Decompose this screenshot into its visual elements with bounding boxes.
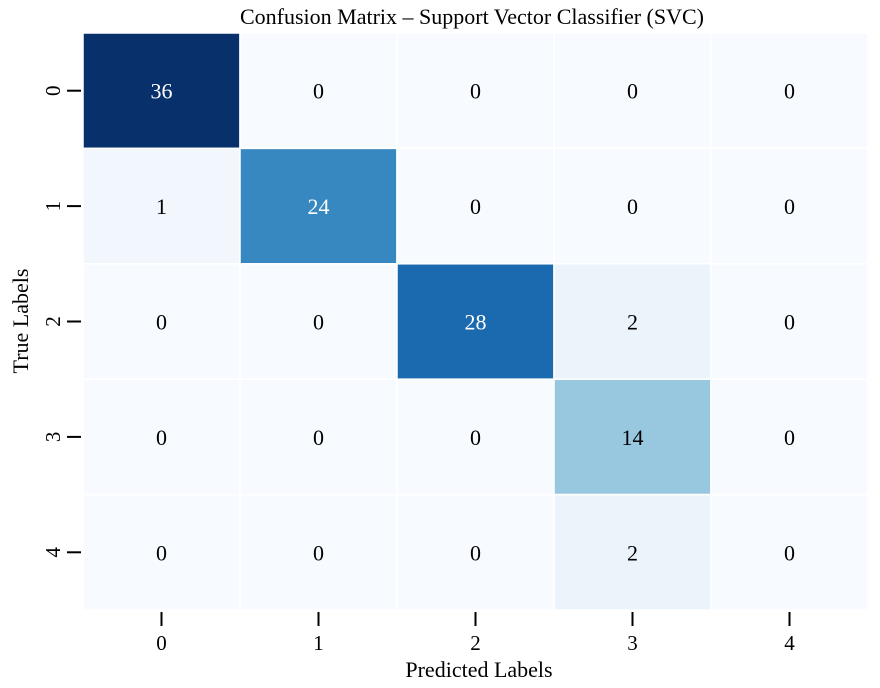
heatmap-cell-r2-c3 [553, 263, 712, 380]
y-tick-label-1: 1 [41, 201, 65, 212]
heatmap-cells [82, 32, 869, 611]
heatmap-cell-r4-c0 [82, 493, 241, 611]
x-tick-label-0: 0 [156, 631, 167, 655]
cell-annotation-r2-c3: 2 [627, 310, 638, 335]
heatmap-cell-r2-c1 [239, 263, 398, 380]
cell-annotation-r1-c4: 0 [784, 194, 795, 219]
heatmap-cell-r0-c4 [710, 32, 869, 150]
heatmap-cell-r1-c0 [82, 147, 241, 265]
heatmap-cell-r0-c3 [553, 32, 712, 150]
cell-annotation-r4-c1: 0 [313, 540, 324, 565]
cell-annotations: 36 0 0 0 0 1 24 0 0 0 0 0 28 2 0 0 0 0 14 0 0 0 0 2 0 [151, 79, 796, 566]
x-tick-label-3: 3 [627, 631, 638, 655]
cell-annotation-r2-c0: 0 [156, 310, 167, 335]
heatmap-cell-r4-c1 [239, 493, 398, 611]
cell-annotation-r3-c1: 0 [313, 425, 324, 450]
heatmap-cell-r4-c4 [710, 493, 869, 611]
cell-annotation-r2-c1: 0 [313, 310, 324, 335]
cell-annotation-r2-c4: 0 [784, 310, 795, 335]
y-tick-label-3: 3 [41, 432, 65, 443]
cell-annotation-r3-c2: 0 [470, 425, 481, 450]
heatmap-cell-r0-c1 [239, 32, 398, 150]
x-axis-label: Predicted Labels [405, 657, 552, 682]
heatmap-cell-r3-c0 [82, 378, 241, 496]
cell-annotation-r1-c3: 0 [627, 194, 638, 219]
y-axis-label: True Labels [8, 269, 33, 374]
cell-annotation-r0-c2: 0 [470, 79, 481, 104]
heatmap-cell-r3-c2 [396, 378, 555, 496]
cell-annotation-r1-c2: 0 [470, 194, 481, 219]
heatmap-cell-r3-c1 [239, 378, 398, 496]
cell-annotation-r4-c3: 2 [627, 540, 638, 565]
x-axis: 0 1 2 3 4 [156, 612, 795, 655]
cell-annotation-r0-c3: 0 [627, 79, 638, 104]
cell-annotation-r1-c0: 1 [156, 194, 167, 219]
heatmap-cell-r1-c2 [396, 147, 555, 265]
cell-annotation-r0-c4: 0 [784, 79, 795, 104]
heatmap-cell-r4-c2 [396, 493, 555, 611]
y-tick-label-4: 4 [41, 547, 65, 558]
x-tick-label-2: 2 [470, 631, 481, 655]
heatmap-cell-r0-c0 [82, 32, 241, 150]
cell-annotation-r4-c2: 0 [470, 540, 481, 565]
x-tick-label-4: 4 [784, 631, 795, 655]
heatmap-cell-r1-c4 [710, 147, 869, 265]
heatmap-cell-r2-c2 [396, 263, 555, 380]
cell-annotation-r3-c4: 0 [784, 425, 795, 450]
y-tick-label-0: 0 [41, 85, 65, 96]
chart-title: Confusion Matrix – Support Vector Classi… [240, 4, 704, 29]
cell-annotation-r0-c1: 0 [313, 79, 324, 104]
cell-annotation-r4-c0: 0 [156, 540, 167, 565]
heatmap-cell-r0-c2 [396, 32, 555, 150]
cell-annotation-r1-c1: 24 [308, 194, 330, 219]
y-axis: 0 1 2 3 4 [41, 85, 81, 558]
heatmap-cell-r3-c3 [553, 378, 712, 496]
cell-annotation-r3-c3: 14 [622, 425, 644, 450]
cell-annotation-r2-c2: 28 [465, 310, 487, 335]
heatmap-cell-r2-c4 [710, 263, 869, 380]
y-tick-label-2: 2 [41, 316, 65, 327]
cell-annotation-r0-c0: 36 [151, 79, 173, 104]
cell-annotation-r4-c4: 0 [784, 540, 795, 565]
heatmap-cell-r3-c4 [710, 378, 869, 496]
x-tick-label-1: 1 [313, 631, 324, 655]
cell-annotation-r3-c0: 0 [156, 425, 167, 450]
